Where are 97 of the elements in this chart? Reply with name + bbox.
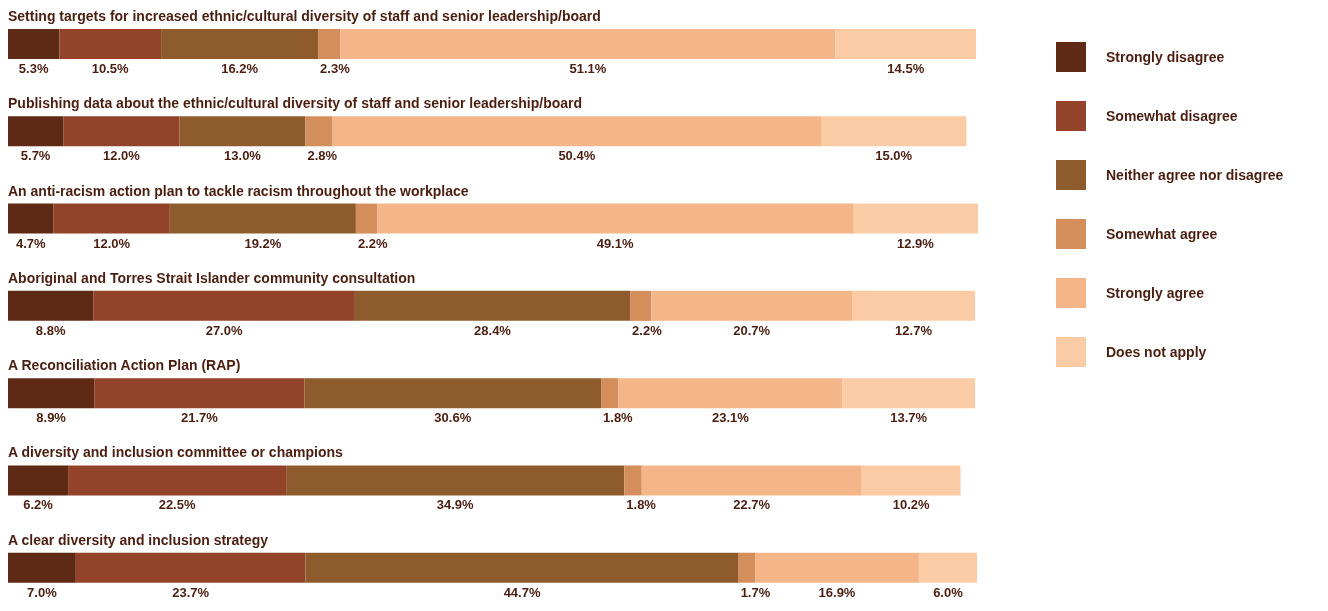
bar	[179, 116, 306, 147]
data-label: 27.0%	[205, 322, 243, 338]
data-label: 1.8%	[603, 410, 634, 426]
bar	[624, 465, 642, 496]
data-label: 6.2%	[23, 497, 54, 513]
data-label: 12.9%	[897, 235, 935, 251]
data-label: 10.2%	[892, 497, 930, 513]
data-label: 14.5%	[887, 61, 925, 76]
data-label: 2.2%	[632, 322, 663, 338]
data-label: 23.1%	[711, 410, 750, 426]
bar	[340, 29, 836, 59]
data-label: 19.2%	[244, 235, 282, 251]
bar	[8, 290, 94, 321]
bar	[8, 378, 95, 409]
bar	[354, 290, 631, 321]
data-label: 34.9%	[436, 497, 475, 513]
bar	[332, 116, 822, 147]
y-tick-label: An anti-racism action plan to tackle racism throughout the workplace	[8, 182, 469, 199]
y-tick-label: Aboriginal and Torres Strait Islander community consultation	[8, 269, 416, 286]
bar	[169, 203, 356, 234]
bar	[821, 116, 967, 147]
bar	[68, 465, 287, 496]
bar	[651, 290, 853, 321]
data-label: 7.0%	[27, 584, 58, 600]
legend-label: Does not apply	[1106, 343, 1207, 360]
data-label: 49.1%	[596, 235, 634, 251]
data-label: 2.3%	[320, 61, 351, 76]
bar	[8, 203, 54, 234]
bar	[75, 552, 306, 583]
bar	[755, 552, 919, 583]
bar	[93, 290, 355, 321]
bar	[304, 378, 602, 409]
data-label: 2.8%	[307, 148, 338, 164]
data-label: 50.4%	[558, 148, 596, 164]
data-label: 22.5%	[158, 497, 196, 513]
bar	[377, 203, 853, 234]
data-label: 20.7%	[733, 322, 771, 338]
data-label: 13.0%	[224, 148, 262, 164]
y-tick-label: A Reconciliation Action Plan (RAP)	[8, 357, 241, 374]
data-label: 12.0%	[93, 235, 131, 251]
bar	[835, 29, 977, 59]
bar	[53, 203, 170, 234]
bar	[286, 465, 625, 496]
data-label: 13.7%	[890, 410, 928, 426]
data-label: 51.1%	[569, 61, 607, 76]
legend-label: Strongly agree	[1106, 284, 1205, 301]
data-label: 23.7%	[172, 584, 210, 600]
data-label: 5.3%	[18, 61, 49, 76]
bar	[318, 29, 341, 59]
bar	[63, 116, 180, 147]
bar	[618, 378, 843, 409]
y-tick-label: A clear diversity and inclusion strategy	[8, 531, 269, 548]
bar	[853, 203, 978, 234]
data-label: 12.0%	[102, 148, 141, 164]
bar	[601, 378, 619, 409]
data-label: 16.2%	[221, 61, 259, 76]
bar	[8, 552, 76, 583]
y-tick-label: Setting targets for increased ethnic/cultural diversity of staff and senior leadership/board	[8, 8, 601, 24]
data-label: 28.4%	[474, 322, 512, 338]
legend-label: Strongly disagree	[1106, 48, 1225, 65]
bar	[861, 465, 961, 496]
data-label: 30.6%	[434, 410, 472, 426]
bar	[738, 552, 756, 583]
data-label: 10.5%	[91, 61, 130, 76]
bar	[8, 29, 60, 59]
legend-label: Somewhat agree	[1106, 225, 1218, 242]
bar	[305, 552, 739, 583]
data-label: 2.2%	[357, 235, 388, 251]
bar	[305, 116, 333, 147]
bar	[59, 29, 162, 59]
bar	[842, 378, 976, 409]
data-label: 15.0%	[875, 148, 913, 164]
data-label: 12.7%	[895, 322, 933, 338]
data-label: 4.7%	[15, 235, 47, 251]
legend-label: Somewhat disagree	[1106, 107, 1238, 124]
bar	[852, 290, 976, 321]
data-label: 16.9%	[818, 584, 856, 600]
y-tick-label: A diversity and inclusion committee or champions	[8, 444, 343, 461]
legend-label: Neither agree nor disagree	[1106, 166, 1284, 183]
data-label: 8.8%	[35, 322, 66, 338]
data-label: 44.7%	[503, 584, 541, 600]
data-label: 1.7%	[740, 584, 771, 600]
bar	[641, 465, 862, 496]
bar	[918, 552, 978, 583]
bar	[94, 378, 305, 409]
y-tick-label: Publishing data about the ethnic/cultural diversity of staff and senior leadership/board	[8, 95, 583, 112]
bar	[355, 203, 378, 234]
data-label: 5.7%	[20, 148, 51, 164]
bar	[161, 29, 319, 59]
data-label: 1.8%	[626, 497, 657, 513]
data-label: 6.0%	[933, 584, 964, 600]
bar	[8, 465, 69, 496]
bar	[8, 116, 64, 147]
bar	[630, 290, 652, 321]
data-label: 22.7%	[733, 497, 771, 513]
data-label: 21.7%	[180, 410, 219, 426]
data-label: 8.9%	[36, 410, 67, 426]
